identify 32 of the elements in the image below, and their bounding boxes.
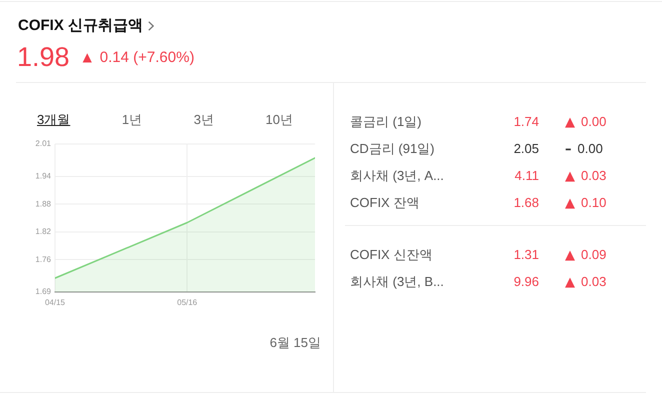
text: ▲ 0.03 [565,168,606,184]
text: 10년 [266,112,293,127]
y-tick-label: 1.82 [35,227,52,236]
text: – 0.00 [565,141,603,157]
x-tick-label: 04/15 [44,298,66,308]
chart-title: COFIX 신규취급액 [18,16,144,36]
text: COFIX 신잔액 [350,247,432,262]
text: ▲ 0.03 [565,274,606,290]
text: 콜금리 (1일) [350,114,422,129]
chart-subtitle: 1.98 ▲ 0.14 (+7.60%) [17,42,194,72]
text: CD금리 (91일) [350,141,435,156]
y-tick-label: 1.69 [35,287,52,296]
y-tick-label: 1.88 [35,199,52,208]
y-tick-label: 1.76 [35,254,52,264]
text: 1년 [122,112,142,127]
text: 2.05 [514,141,539,156]
text: 회사채 (3년, B... [350,274,444,289]
text: 회사채 (3년, A... [350,168,444,183]
text: 4.11 [514,168,539,183]
text: 1.31 [514,247,539,262]
text: 9.96 [514,274,539,289]
text: COFIX 잔액 [350,195,420,210]
text: 1.74 [514,114,539,129]
text: 1.68 [514,195,539,210]
text: 6월 15일 [270,335,321,350]
x-tick-label: 05/16 [177,298,198,308]
text: ▲ 0.00 [565,114,606,130]
text: ▲ 0.09 [565,247,606,263]
y-tick-label: 2.01 [35,139,52,148]
text: 3년 [194,112,214,127]
y-tick-label: 1.94 [35,172,52,181]
text: ▲ 0.10 [565,195,606,211]
